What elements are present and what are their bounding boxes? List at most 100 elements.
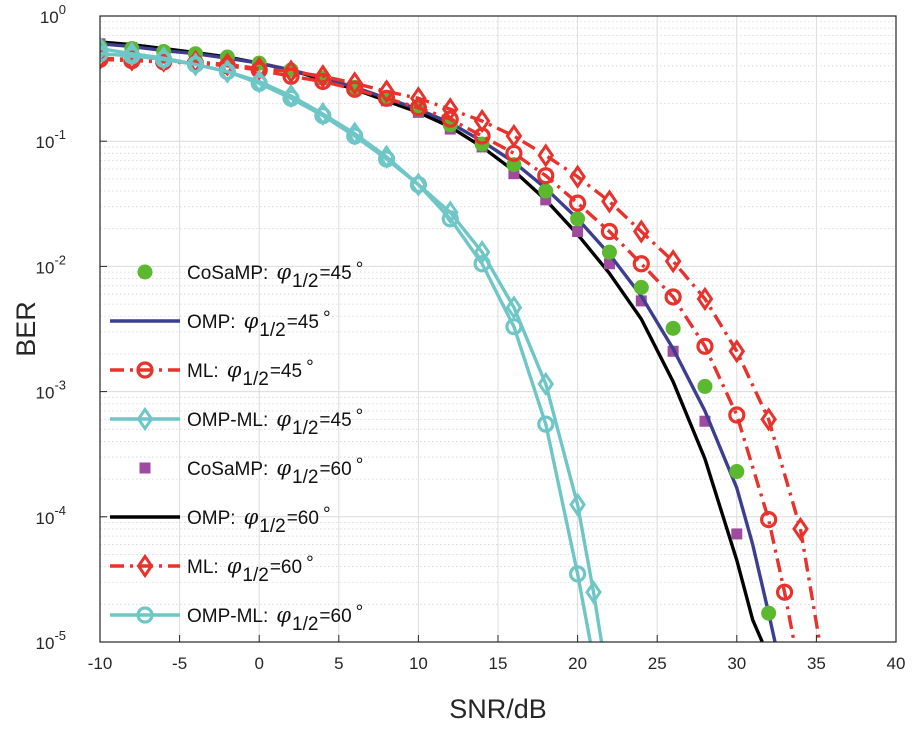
x-tick-label: 10 xyxy=(409,654,428,673)
data-point xyxy=(282,67,300,85)
legend-degree: ° xyxy=(323,504,331,525)
x-tick-label: -10 xyxy=(88,654,113,673)
x-tick-label: -5 xyxy=(172,654,187,673)
legend-subscript: 1/2 xyxy=(292,271,318,292)
data-point xyxy=(505,318,523,336)
data-point xyxy=(377,150,396,168)
data-point xyxy=(282,59,300,84)
data-point xyxy=(505,144,523,162)
data-point xyxy=(346,80,364,98)
data-point xyxy=(473,127,491,145)
data-point xyxy=(100,45,109,63)
data-point xyxy=(603,258,615,270)
data-point xyxy=(664,288,682,306)
legend-label: ML: xyxy=(187,557,219,578)
data-point xyxy=(100,36,109,61)
data-point xyxy=(123,47,141,65)
legend-entry-7: ML: φ 1/2 =60 ° xyxy=(110,553,314,586)
data-point xyxy=(728,406,746,424)
x-tick-label: 40 xyxy=(887,654,906,673)
legend-degree: ° xyxy=(356,259,364,280)
legend-label: CoSaMP: xyxy=(187,459,268,480)
legend-subscript: 1/2 xyxy=(292,467,318,488)
legend-degree: ° xyxy=(306,553,314,574)
legend-marker xyxy=(139,462,151,474)
x-tick-label: 25 xyxy=(648,654,667,673)
legend-label: OMP: xyxy=(187,312,236,333)
x-tick-label: 30 xyxy=(727,654,746,673)
data-point xyxy=(100,50,109,69)
x-axis-title: SNR/dB xyxy=(449,694,547,724)
data-point xyxy=(473,255,491,273)
legend-phi-symbol: φ xyxy=(276,603,291,627)
data-point xyxy=(699,415,711,427)
data-point xyxy=(219,59,236,84)
data-point xyxy=(569,492,586,517)
legend-label: OMP: xyxy=(187,508,236,529)
legend-subscript: 1/2 xyxy=(292,614,318,635)
legend-subscript: 1/2 xyxy=(292,418,318,439)
data-point xyxy=(664,249,682,274)
data-point xyxy=(155,50,173,69)
x-tick-label: 5 xyxy=(334,654,343,673)
data-point xyxy=(760,510,778,529)
data-point xyxy=(314,72,332,91)
legend-marker xyxy=(137,264,153,280)
legend-subscript: 1/2 xyxy=(242,565,268,586)
legend-value: =45 xyxy=(270,361,302,382)
data-point xyxy=(760,407,777,432)
legend-marker xyxy=(136,406,154,432)
data-point xyxy=(282,89,300,107)
y-axis-title: BER xyxy=(11,301,41,357)
legend-entry-4: OMP-ML: φ 1/2 =45 ° xyxy=(110,406,363,439)
legend-label: OMP-ML: xyxy=(187,606,268,627)
legend-value: =45 xyxy=(319,410,351,431)
legend-value: =60 xyxy=(319,606,351,627)
data-point xyxy=(314,64,332,89)
legend-degree: ° xyxy=(306,357,314,378)
legend-subscript: 1/2 xyxy=(242,369,268,390)
data-point xyxy=(775,583,794,601)
x-tick-label: 20 xyxy=(568,654,587,673)
legend-phi-symbol: φ xyxy=(276,407,291,431)
data-point xyxy=(505,295,523,320)
series-line xyxy=(100,51,593,642)
data-point xyxy=(635,295,647,307)
data-point xyxy=(572,226,584,238)
data-point xyxy=(568,565,587,583)
data-point xyxy=(441,200,459,225)
legend-entry-3: ML: φ 1/2 =45 ° xyxy=(110,357,314,390)
data-point xyxy=(537,415,555,433)
legend-label: ML: xyxy=(187,361,219,382)
data-point xyxy=(508,168,520,180)
data-point xyxy=(632,219,650,244)
data-point xyxy=(538,183,554,199)
legend-subscript: 1/2 xyxy=(259,516,285,537)
legend-entry-5: CoSaMP: φ 1/2 =60 ° xyxy=(139,455,363,488)
legend-label: OMP-ML: xyxy=(187,410,268,431)
data-point xyxy=(697,378,713,394)
data-point xyxy=(537,371,555,397)
data-series xyxy=(100,36,822,642)
data-point xyxy=(250,74,268,92)
legend-value: =60 xyxy=(270,557,302,578)
data-point xyxy=(377,89,396,107)
legend-entry-8: OMP-ML: φ 1/2 =60 ° xyxy=(110,602,363,635)
legend-phi-symbol: φ xyxy=(276,456,291,480)
data-point xyxy=(409,176,427,194)
data-point xyxy=(665,320,681,336)
legend-value: =60 xyxy=(287,508,319,529)
legend-phi-symbol: φ xyxy=(276,260,291,284)
data-point xyxy=(601,244,617,260)
data-point xyxy=(729,464,745,480)
series-8 xyxy=(100,45,593,642)
data-point xyxy=(600,222,619,241)
data-point xyxy=(568,194,587,212)
legend-subscript: 1/2 xyxy=(259,320,285,341)
data-point xyxy=(346,71,364,96)
data-point xyxy=(441,210,459,228)
legend-entry-6: OMP: φ 1/2 =60 ° xyxy=(110,504,331,537)
data-point xyxy=(441,110,459,128)
data-point xyxy=(409,99,427,117)
